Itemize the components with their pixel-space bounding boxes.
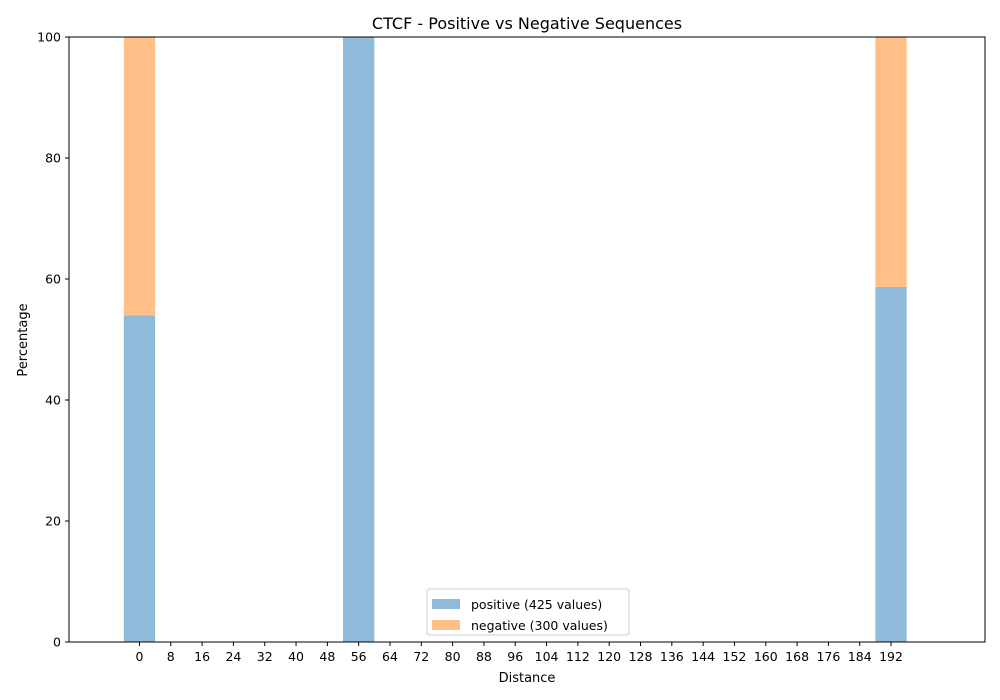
x-tick-label: 152 bbox=[723, 649, 747, 664]
y-tick-label: 100 bbox=[37, 30, 61, 45]
x-tick-label: 128 bbox=[629, 649, 653, 664]
bar-negative-x192 bbox=[875, 37, 907, 287]
y-tick-label: 80 bbox=[45, 151, 61, 166]
bars-layer bbox=[123, 37, 907, 642]
x-tick-label: 88 bbox=[476, 649, 492, 664]
y-axis-ticks: 0 20 40 60 80 100 bbox=[37, 30, 69, 650]
y-tick-label: 60 bbox=[45, 272, 61, 287]
x-tick-label: 176 bbox=[816, 649, 840, 664]
x-tick-label: 120 bbox=[597, 649, 621, 664]
x-tick-label: 184 bbox=[848, 649, 872, 664]
plot-frame bbox=[68, 36, 986, 643]
x-tick-label: 0 bbox=[135, 649, 143, 664]
bar-positive-x0 bbox=[123, 315, 156, 642]
chart-title: CTCF - Positive vs Negative Sequences bbox=[372, 14, 682, 33]
bar-positive-x56 bbox=[343, 37, 375, 642]
x-tick-label: 136 bbox=[660, 649, 684, 664]
y-tick-label: 40 bbox=[45, 393, 61, 408]
x-tick-label: 72 bbox=[413, 649, 429, 664]
bar-negative-x0 bbox=[123, 37, 156, 316]
x-axis-label: Distance bbox=[499, 671, 556, 686]
x-tick-label: 104 bbox=[535, 649, 559, 664]
legend-label-positive: positive (425 values) bbox=[471, 597, 602, 612]
x-tick-label: 24 bbox=[225, 649, 241, 664]
x-tick-label: 32 bbox=[257, 649, 273, 664]
x-tick-label: 96 bbox=[507, 649, 523, 664]
legend: positive (425 values) negative (300 value… bbox=[426, 588, 630, 636]
x-tick-label: 16 bbox=[194, 649, 210, 664]
y-axis-label: Percentage bbox=[16, 303, 31, 376]
x-axis-ticks: 0 8 16 24 32 40 48 56 64 72 80 88 96 104 112 120 128 136 1… bbox=[135, 642, 903, 664]
y-tick-label: 0 bbox=[53, 635, 61, 650]
x-tick-label: 160 bbox=[754, 649, 778, 664]
x-tick-label: 192 bbox=[879, 649, 903, 664]
x-tick-label: 168 bbox=[785, 649, 809, 664]
legend-label-negative: negative (300 values) bbox=[471, 618, 608, 633]
x-tick-label: 48 bbox=[319, 649, 335, 664]
legend-swatch-negative bbox=[432, 620, 460, 630]
x-tick-label: 8 bbox=[167, 649, 175, 664]
x-tick-label: 144 bbox=[691, 649, 715, 664]
x-tick-label: 40 bbox=[288, 649, 304, 664]
x-tick-label: 80 bbox=[445, 649, 461, 664]
y-tick-label: 20 bbox=[45, 514, 61, 529]
x-tick-label: 56 bbox=[351, 649, 367, 664]
x-tick-label: 112 bbox=[566, 649, 590, 664]
legend-box bbox=[426, 588, 630, 636]
legend-swatch-positive bbox=[432, 599, 460, 609]
x-tick-label: 64 bbox=[382, 649, 398, 664]
bar-positive-x192 bbox=[875, 286, 907, 642]
